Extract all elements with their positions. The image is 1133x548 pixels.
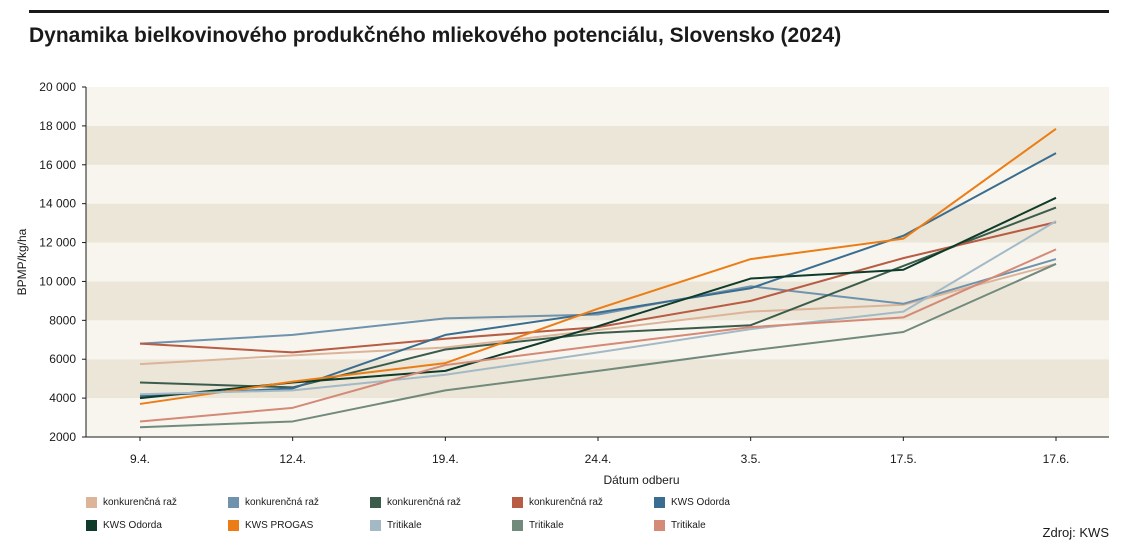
- legend-label: konkurenčná raž: [387, 497, 461, 508]
- y-tick-label: 8000: [49, 313, 76, 327]
- legend-swatch: [86, 497, 97, 508]
- legend-swatch: [86, 520, 97, 531]
- legend-item: konkurenčná raž: [512, 497, 603, 508]
- series-line-8: [139, 220, 1057, 396]
- series-line-7: [139, 127, 1057, 405]
- x-tick-label: 12.4.: [279, 452, 306, 466]
- series-line-10: [139, 248, 1057, 423]
- legend-label: Tritikale: [529, 520, 564, 531]
- legend-item: Tritikale: [654, 520, 706, 531]
- legend-label: Tritikale: [387, 520, 422, 531]
- legend-label: KWS PROGAS: [245, 520, 314, 531]
- x-tick-label: 19.4.: [432, 452, 459, 466]
- legend-item: konkurenčná raž: [370, 497, 461, 508]
- background-band: [86, 242, 1109, 282]
- legend-swatch: [512, 497, 523, 508]
- legend-item: Tritikale: [370, 520, 422, 531]
- y-tick-label: 10 000: [39, 274, 76, 288]
- top-rule: [29, 10, 1109, 13]
- legend-label: konkurenčná raž: [245, 497, 319, 508]
- x-tick-label: 3.5.: [741, 452, 761, 466]
- y-tick-label: 6000: [49, 352, 76, 366]
- legend-item: Tritikale: [512, 520, 564, 531]
- y-tick-label: 2000: [49, 430, 76, 444]
- background-band: [86, 398, 1109, 437]
- legend-label: KWS Odorda: [103, 520, 162, 531]
- legend-swatch: [512, 520, 523, 531]
- x-tick-label: 17.5.: [890, 452, 917, 466]
- x-tick-label: 9.4.: [130, 452, 150, 466]
- legend-swatch: [228, 497, 239, 508]
- y-tick-label: 14 000: [39, 197, 76, 211]
- legend-item: KWS PROGAS: [228, 520, 313, 531]
- y-tick-label: 16 000: [39, 158, 76, 172]
- background-band: [86, 125, 1109, 165]
- legend-swatch: [370, 497, 381, 508]
- y-tick-label: 4000: [49, 391, 76, 405]
- x-axis-label: Dátum odberu: [603, 473, 679, 487]
- series-line-5: [139, 152, 1057, 398]
- legend-swatch: [228, 520, 239, 531]
- legend-label: KWS Odorda: [671, 497, 730, 508]
- series-line-9: [139, 263, 1057, 429]
- background-band: [86, 87, 1109, 126]
- legend-item: konkurenčná raž: [86, 497, 177, 508]
- background-band: [86, 203, 1109, 243]
- y-tick-label: 20 000: [39, 80, 76, 94]
- x-tick-label: 17.6.: [1043, 452, 1070, 466]
- legend-item: KWS Odorda: [654, 497, 730, 508]
- series-line-2: [139, 258, 1057, 345]
- legend-label: Tritikale: [671, 520, 706, 531]
- legend-label: konkurenčná raž: [529, 497, 603, 508]
- y-tick-label: 18 000: [39, 119, 76, 133]
- background-band: [86, 164, 1109, 204]
- legend-swatch: [654, 520, 665, 531]
- legend-item: KWS Odorda: [86, 520, 162, 531]
- x-tick-label: 24.4.: [585, 452, 612, 466]
- chart-title: Dynamika bielkovinového produkčného mlie…: [29, 24, 842, 47]
- legend-item: konkurenčná raž: [228, 497, 319, 508]
- legend-swatch: [370, 520, 381, 531]
- y-tick-label: 12 000: [39, 236, 76, 250]
- legend-swatch: [654, 497, 665, 508]
- y-axis-label: BPMP/kg/ha: [15, 228, 29, 295]
- source-note: Zdroj: KWS: [1042, 525, 1109, 540]
- legend-label: konkurenčná raž: [103, 497, 177, 508]
